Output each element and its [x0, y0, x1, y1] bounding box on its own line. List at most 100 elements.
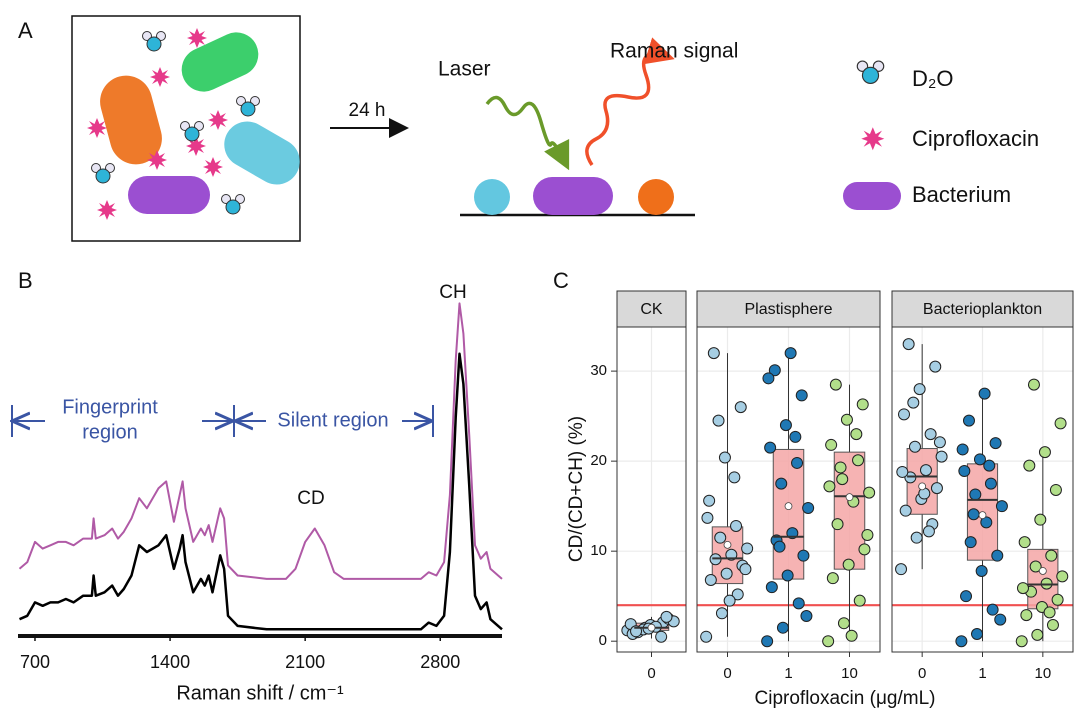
figure: A B C 24 h Laser Raman signal D₂O Ciprof…: [0, 0, 1074, 715]
mean: [919, 483, 926, 490]
annotation: CH: [439, 282, 466, 303]
data-point: [1047, 619, 1058, 630]
y-tick-label: 0: [599, 632, 607, 649]
mean: [1039, 567, 1046, 574]
data-point: [713, 415, 724, 426]
data-point: [765, 442, 776, 453]
data-point: [708, 348, 719, 359]
data-point: [931, 483, 942, 494]
data-point: [724, 595, 735, 606]
data-point: [731, 520, 742, 531]
panel-label: A: [18, 18, 33, 43]
mean: [724, 541, 731, 548]
culture-box: [72, 16, 308, 241]
data-point: [909, 441, 920, 452]
data-point: [766, 582, 777, 593]
data-point: [835, 462, 846, 473]
data-point: [777, 622, 788, 633]
data-point: [853, 455, 864, 466]
interval: 24 h: [349, 100, 386, 121]
annotation: region: [82, 421, 138, 443]
data-point: [719, 452, 730, 463]
data-point: [965, 537, 976, 548]
data-point: [798, 550, 809, 561]
data-point: [740, 564, 751, 575]
annotation: Fingerprint: [62, 396, 158, 418]
mean: [979, 512, 986, 519]
data-point: [920, 465, 931, 476]
data-point: [721, 568, 732, 579]
data-point: [957, 444, 968, 455]
data-point: [900, 505, 911, 516]
data-point: [656, 631, 667, 642]
data-point: [803, 502, 814, 513]
data-point: [987, 604, 998, 615]
x-tick-label: 0: [647, 665, 655, 682]
x-tick-label: 2800: [420, 652, 460, 672]
data-point: [838, 618, 849, 629]
data-point: [705, 574, 716, 585]
data-point: [841, 414, 852, 425]
data-point: [1039, 447, 1050, 458]
data-point: [934, 437, 945, 448]
y-tick-label: 10: [590, 542, 607, 559]
data-point: [790, 431, 801, 442]
data-point: [763, 373, 774, 384]
data-point: [903, 339, 914, 350]
y-tick-label: 30: [590, 362, 607, 379]
data-point: [824, 481, 835, 492]
data-point: [702, 512, 713, 523]
data-point: [742, 543, 753, 554]
x-tick-label: 1: [978, 665, 986, 682]
data-point: [984, 460, 995, 471]
data-point: [830, 379, 841, 390]
data-point: [701, 631, 712, 642]
data-point: [1035, 514, 1046, 525]
data-point: [961, 591, 972, 602]
data-point: [851, 429, 862, 440]
data-point: [976, 565, 987, 576]
data-point: [716, 608, 727, 619]
x-tick-label: 1400: [150, 652, 190, 672]
data-point: [762, 636, 773, 647]
data-point: [897, 466, 908, 477]
page: { "panel_labels": ["A", "B", "C"], "diag…: [0, 0, 1074, 715]
data-point: [908, 397, 919, 408]
legend-label: D₂O: [912, 66, 954, 91]
data-point: [914, 384, 925, 395]
data-point: [1016, 636, 1027, 647]
data-point: [729, 472, 740, 483]
data-point: [1044, 607, 1055, 618]
facet-title: Plastisphere: [744, 301, 832, 318]
data-point: [972, 628, 983, 639]
signal-label: Raman signal: [610, 40, 738, 63]
data-point: [996, 501, 1007, 512]
x-tick-label: 2100: [285, 652, 325, 672]
data-point: [843, 559, 854, 570]
data-point: [785, 348, 796, 359]
legend-icon: [843, 182, 901, 210]
data-point: [837, 474, 848, 485]
data-point: [774, 541, 785, 552]
y-axis-label: CD/(CD+CH) (%): [566, 416, 587, 562]
data-point: [963, 415, 974, 426]
facet-title: CK: [640, 301, 663, 318]
data-point: [826, 439, 837, 450]
data-point: [780, 420, 791, 431]
data-point: [911, 532, 922, 543]
data-point: [899, 409, 910, 420]
data-point: [970, 489, 981, 500]
data-point: [864, 487, 875, 498]
data-point: [792, 457, 803, 468]
data-point: [1050, 484, 1061, 495]
annotation: Silent region: [277, 409, 388, 431]
data-point: [925, 429, 936, 440]
panel-label: C: [553, 268, 569, 293]
data-point: [896, 564, 907, 575]
data-point: [796, 390, 807, 401]
legend-label: Bacterium: [912, 182, 1011, 207]
data-point: [979, 388, 990, 399]
x-axis-label: Raman shift / cm⁻¹: [176, 682, 344, 704]
mean: [785, 503, 792, 510]
data-point: [1017, 583, 1028, 594]
